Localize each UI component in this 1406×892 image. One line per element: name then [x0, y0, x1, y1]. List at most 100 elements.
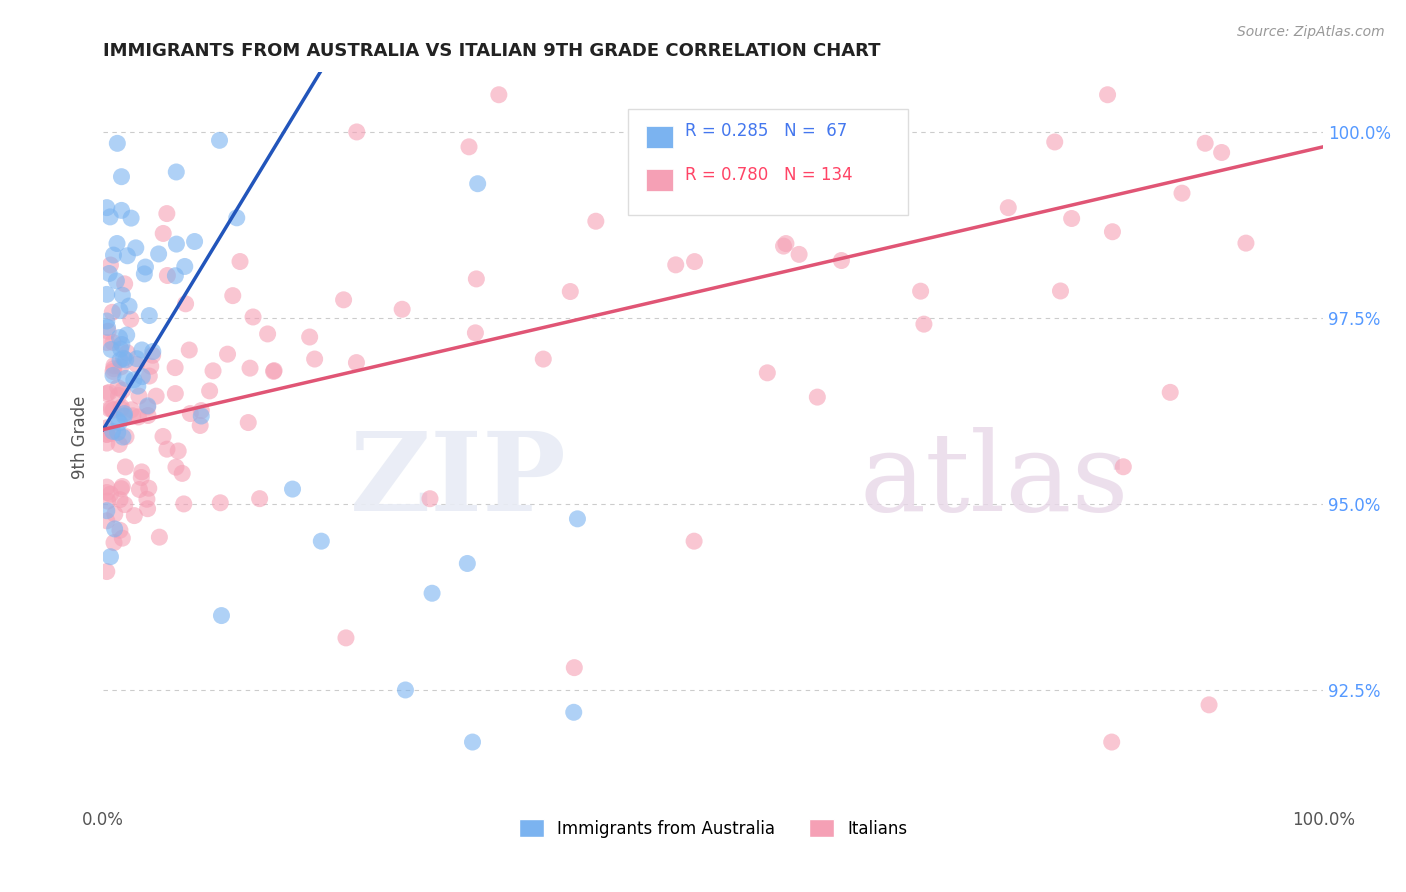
- Point: [281, 482, 304, 496]
- Point: [103, 248, 125, 262]
- Point: [114, 371, 136, 385]
- Point: [96, 386, 118, 401]
- Point: [108, 303, 131, 318]
- Point: [101, 305, 124, 319]
- Point: [108, 330, 131, 344]
- Point: [209, 496, 232, 510]
- Point: [96, 314, 118, 328]
- Point: [165, 386, 187, 401]
- Point: [110, 482, 132, 496]
- Point: [142, 348, 165, 362]
- Point: [128, 389, 150, 403]
- Point: [1097, 87, 1119, 102]
- Point: [107, 381, 129, 395]
- Point: [148, 530, 170, 544]
- Point: [830, 253, 852, 268]
- Point: [115, 328, 138, 343]
- Point: [104, 522, 127, 536]
- Point: [346, 125, 368, 139]
- Point: [156, 442, 179, 457]
- Point: [108, 353, 131, 368]
- Point: [335, 631, 357, 645]
- Point: [125, 241, 148, 255]
- Point: [138, 481, 160, 495]
- Point: [96, 287, 118, 301]
- Point: [912, 317, 935, 331]
- Point: [111, 430, 134, 444]
- Point: [96, 565, 118, 579]
- Point: [488, 87, 510, 102]
- Point: [100, 426, 122, 441]
- Point: [131, 343, 153, 357]
- Point: [222, 288, 245, 302]
- Point: [125, 357, 148, 371]
- Point: [114, 459, 136, 474]
- Point: [97, 324, 120, 338]
- Point: [110, 169, 132, 184]
- Point: [136, 492, 159, 507]
- Point: [1101, 735, 1123, 749]
- Point: [467, 177, 489, 191]
- Point: [103, 535, 125, 549]
- Point: [152, 227, 174, 241]
- Point: [165, 460, 187, 475]
- Point: [202, 364, 225, 378]
- Point: [148, 247, 170, 261]
- Point: [96, 480, 118, 494]
- Point: [683, 254, 706, 268]
- Point: [96, 201, 118, 215]
- Point: [173, 497, 195, 511]
- Point: [167, 444, 190, 458]
- Point: [103, 359, 125, 373]
- Point: [249, 491, 271, 506]
- Point: [112, 409, 135, 423]
- Point: [96, 427, 118, 442]
- Point: [136, 400, 159, 414]
- Point: [1198, 698, 1220, 712]
- Point: [96, 485, 118, 500]
- Point: [136, 399, 159, 413]
- Point: [96, 504, 118, 518]
- Point: [104, 507, 127, 521]
- Point: [172, 467, 194, 481]
- Point: [256, 326, 278, 341]
- Point: [211, 608, 233, 623]
- Point: [165, 237, 187, 252]
- Point: [217, 347, 239, 361]
- Point: [100, 343, 122, 357]
- Point: [103, 361, 125, 376]
- Point: [120, 402, 142, 417]
- Point: [108, 437, 131, 451]
- Point: [1159, 385, 1181, 400]
- Point: [585, 214, 607, 228]
- Point: [97, 494, 120, 508]
- Point: [111, 383, 134, 397]
- Point: [560, 285, 582, 299]
- Point: [136, 501, 159, 516]
- Point: [110, 401, 132, 416]
- Point: [100, 258, 122, 272]
- Point: [198, 384, 221, 398]
- Point: [298, 330, 321, 344]
- Point: [108, 492, 131, 507]
- Point: [110, 203, 132, 218]
- Text: R = 0.780   N = 134: R = 0.780 N = 134: [685, 166, 852, 184]
- Point: [1211, 145, 1233, 160]
- Point: [124, 508, 146, 523]
- Point: [131, 470, 153, 484]
- Point: [165, 165, 187, 179]
- Point: [125, 351, 148, 366]
- Point: [1171, 186, 1194, 201]
- Point: [115, 345, 138, 359]
- Bar: [645, 126, 673, 147]
- Point: [665, 258, 688, 272]
- Point: [138, 369, 160, 384]
- Point: [1049, 284, 1071, 298]
- Point: [238, 416, 260, 430]
- Point: [562, 660, 585, 674]
- Point: [152, 429, 174, 443]
- Point: [128, 483, 150, 497]
- Point: [910, 284, 932, 298]
- Point: [105, 274, 128, 288]
- Text: Source: ZipAtlas.com: Source: ZipAtlas.com: [1237, 25, 1385, 39]
